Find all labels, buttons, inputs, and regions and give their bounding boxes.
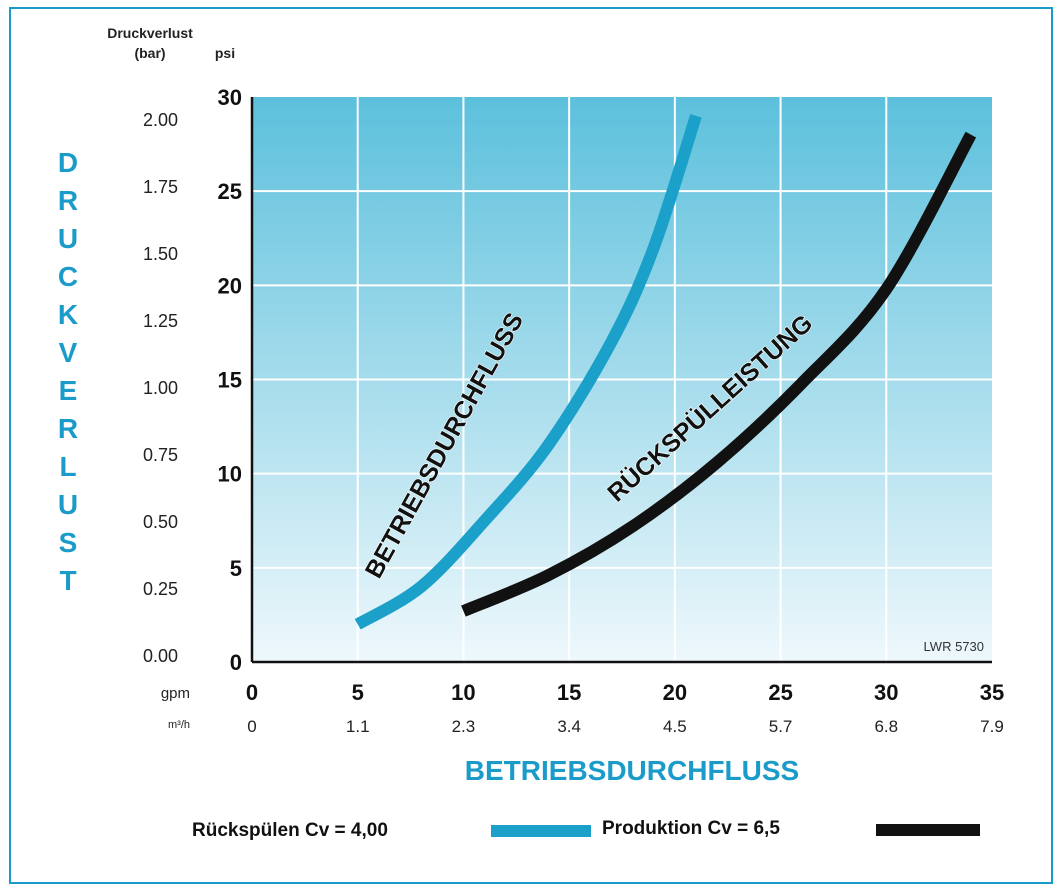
y-axis-title-letter: U: [58, 223, 78, 254]
y-axis-title-letter: E: [59, 375, 78, 406]
m3h-tick-label: 4.5: [663, 717, 687, 736]
gpm-tick-label: 5: [352, 680, 364, 705]
bar-tick-label: 0.50: [143, 512, 178, 532]
y-axis-title-letter: S: [59, 527, 78, 558]
axes: [250, 97, 992, 664]
m3h-tick-label: 5.7: [769, 717, 793, 736]
gpm-tick-label: 15: [557, 680, 581, 705]
gpm-tick-label: 20: [663, 680, 687, 705]
series: [354, 114, 977, 630]
legend-swatch-produktion: [876, 824, 980, 836]
bar-axis-unit: (bar): [134, 45, 165, 61]
legend-swatch-rueckspuelen: [491, 825, 591, 837]
bar-tick-label: 1.75: [143, 177, 178, 197]
bar-tick-label: 0.25: [143, 579, 178, 599]
psi-tick-label: 15: [218, 368, 242, 393]
y-axis-title-letter: U: [58, 489, 78, 520]
m3h-tick-label: 7.9: [980, 717, 1004, 736]
m3h-tick-label: 1.1: [346, 717, 370, 736]
gpm-tick-label: 35: [980, 680, 1004, 705]
bar-tick-label: 1.25: [143, 311, 178, 331]
series-line-0: [354, 114, 702, 630]
x-axis-title: BETRIEBSDURCHFLUSS: [465, 755, 799, 786]
bar-tick-label: 0.75: [143, 445, 178, 465]
m3h-row-label: m³/h: [168, 719, 190, 731]
tick-labels: 0 5 10 15 20 25 30 0.00 0.25 0.50 0.75 1.00 1.25 1.50…: [143, 85, 1004, 736]
psi-tick-label: 10: [218, 462, 242, 487]
y-axis-title-letter: L: [59, 451, 76, 482]
gpm-tick-label: 25: [768, 680, 792, 705]
bar-tick-label: 2.00: [143, 110, 178, 130]
gpm-tick-label: 0: [246, 680, 258, 705]
y-axis-title-letter: D: [58, 147, 78, 178]
y-axis-title-letter: R: [58, 413, 78, 444]
y-axis-title-letter: R: [58, 185, 78, 216]
series-line-1: [461, 131, 977, 617]
y-axis-title-letter: V: [59, 337, 78, 368]
chart-code: LWR 5730: [924, 639, 984, 654]
psi-tick-label: 30: [218, 85, 242, 110]
gpm-row-label: gpm: [161, 685, 190, 702]
psi-tick-label: 5: [230, 556, 242, 581]
gpm-tick-label: 10: [451, 680, 475, 705]
bar-tick-label: 0.00: [143, 646, 178, 666]
m3h-tick-label: 2.3: [452, 717, 476, 736]
legend-label-produktion: Produktion Cv = 6,5: [602, 818, 780, 839]
m3h-tick-label: 3.4: [557, 717, 581, 736]
psi-tick-label: 0: [230, 650, 242, 675]
psi-tick-label: 25: [218, 179, 242, 204]
y-axis-title-letter: T: [59, 565, 76, 596]
y-axis-title-letter: C: [58, 261, 78, 292]
m3h-tick-label: 6.8: [874, 717, 898, 736]
bar-tick-label: 1.00: [143, 378, 178, 398]
y-axis-title-letter: K: [58, 299, 78, 330]
legend-label-rueckspuelen: Rückspülen Cv = 4,00: [192, 820, 388, 841]
gpm-tick-label: 30: [874, 680, 898, 705]
psi-tick-label: 20: [218, 273, 242, 298]
bar-tick-label: 1.50: [143, 244, 178, 264]
bar-axis-header: Druckverlust: [107, 25, 193, 41]
psi-axis-unit: psi: [215, 45, 235, 61]
m3h-tick-label: 0: [247, 717, 256, 736]
